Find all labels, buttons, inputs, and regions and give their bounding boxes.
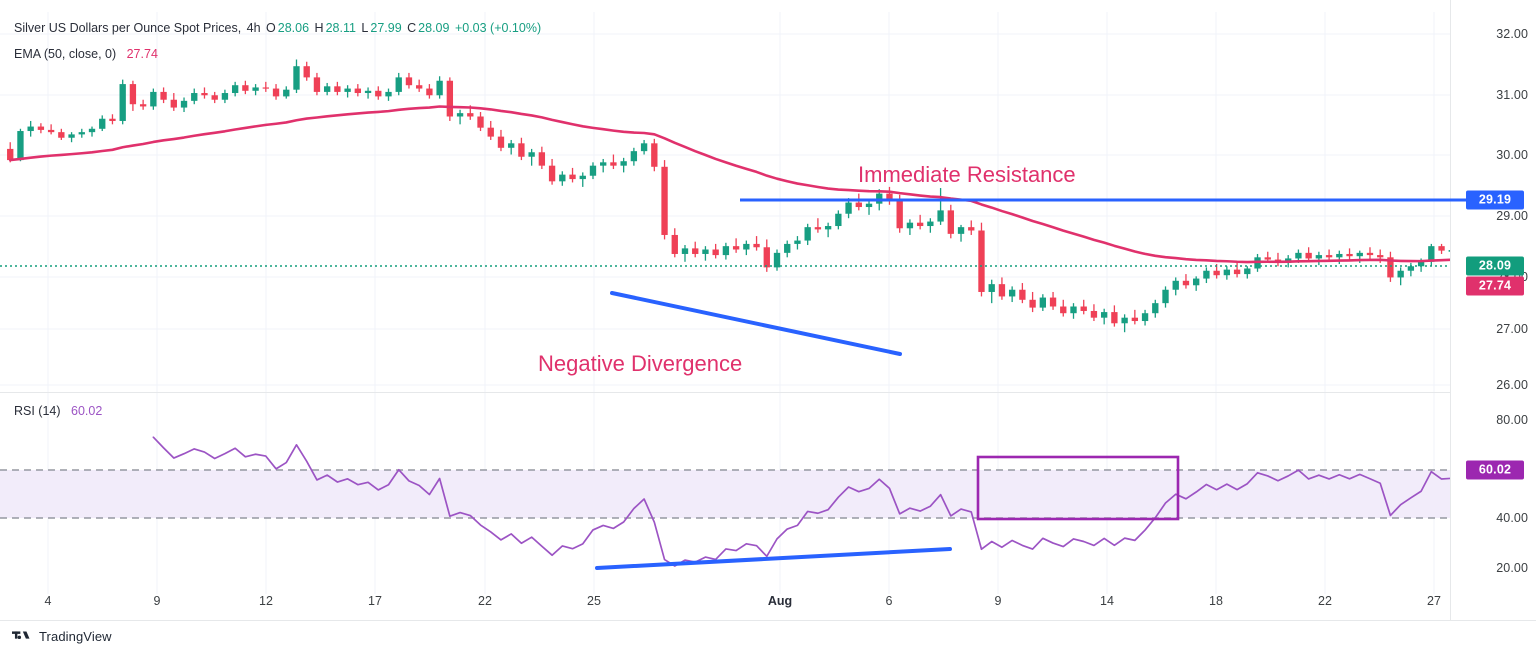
rsi-divergence-trendline[interactable] [595,547,952,570]
rsi-tick-40: 40.00 [1496,511,1528,525]
open-label: O [266,21,276,35]
time-tick-month: Aug [767,594,793,608]
open-value: 28.06 [277,21,310,35]
tradingview-brand[interactable]: TradingView [12,629,112,644]
rsi-legend-value: 60.02 [71,404,103,418]
interval-label[interactable]: 4h [246,21,261,35]
time-tick-11: 22 [1318,594,1332,608]
time-tick-0: 4 [44,594,52,608]
symbol-name[interactable]: Silver US Dollars per Ounce Spot Prices, [14,21,242,35]
time-tick-9: 14 [1100,594,1114,608]
price-tick-29: 29.00 [1496,209,1528,223]
ema-legend[interactable]: EMA (50, close, 0) 27.74 [14,47,160,61]
close-label: C [407,21,417,35]
annotation-negative-divergence[interactable]: Negative Divergence [538,351,743,376]
ema-price-badge[interactable]: 27.74 [1466,276,1524,296]
rsi-14-line [152,436,1450,567]
low-label: L [361,21,369,35]
price-tick-26: 26.00 [1496,378,1528,392]
time-tick-7: 6 [885,594,893,608]
vertical-gridlines [47,12,1435,594]
candlestick-series [7,59,1450,333]
chart-footer: TradingView [0,620,1536,659]
time-tick-1: 9 [153,594,161,608]
symbol-legend[interactable]: Silver US Dollars per Ounce Spot Prices,… [14,21,543,35]
ema-legend-value: 27.74 [126,47,158,61]
ema-50-line [8,105,1450,264]
price-tick-31: 31.00 [1496,88,1528,102]
rsi-band-fill [0,470,1450,518]
rsi-legend-name[interactable]: RSI (14) [14,404,61,418]
annotation-immediate-resistance[interactable]: Immediate Resistance [858,162,1076,187]
rsi-legend[interactable]: RSI (14) 60.02 [14,404,104,418]
tradingview-brand-label: TradingView [39,629,112,644]
low-value: 27.99 [370,21,402,35]
tradingview-logo-icon [12,630,30,639]
rsi-tick-20: 20.00 [1496,561,1528,575]
last-price-badge[interactable]: 28.09 [1466,256,1524,276]
time-tick-5: 25 [587,594,601,608]
time-tick-4: 22 [478,594,492,608]
time-tick-8: 9 [994,594,1002,608]
rsi-consolidation-box[interactable] [976,455,1180,521]
time-tick-3: 17 [368,594,382,608]
price-tick-32: 32.00 [1496,27,1528,41]
time-tick-2: 12 [259,594,273,608]
time-tick-12: 27 [1427,594,1441,608]
change-value: +0.03 (+0.10%) [454,21,542,35]
close-value: 28.09 [418,21,450,35]
time-tick-10: 18 [1209,594,1223,608]
price-tick-30: 30.00 [1496,148,1528,162]
time-scale[interactable]: 4 9 12 17 22 25 Aug 6 9 14 18 22 27 [0,594,1450,620]
high-label: H [314,21,324,35]
rsi-scale[interactable]: 80.00 40.00 20.00 60.02 [1450,393,1536,594]
rsi-value-badge[interactable]: 60.02 [1466,460,1524,480]
ema-legend-name[interactable]: EMA (50, close, 0) [14,47,117,61]
price-tick-27: 27.00 [1496,322,1528,336]
high-value: 28.11 [325,21,356,35]
resistance-price-badge[interactable]: 29.19 [1466,190,1524,210]
price-gridlines [0,33,1450,386]
price-scale[interactable]: 32.00 31.00 30.00 29.00 28.00 27.00 26.0… [1450,12,1536,392]
rsi-tick-80: 80.00 [1496,413,1528,427]
price-divergence-trendline[interactable] [610,291,902,356]
